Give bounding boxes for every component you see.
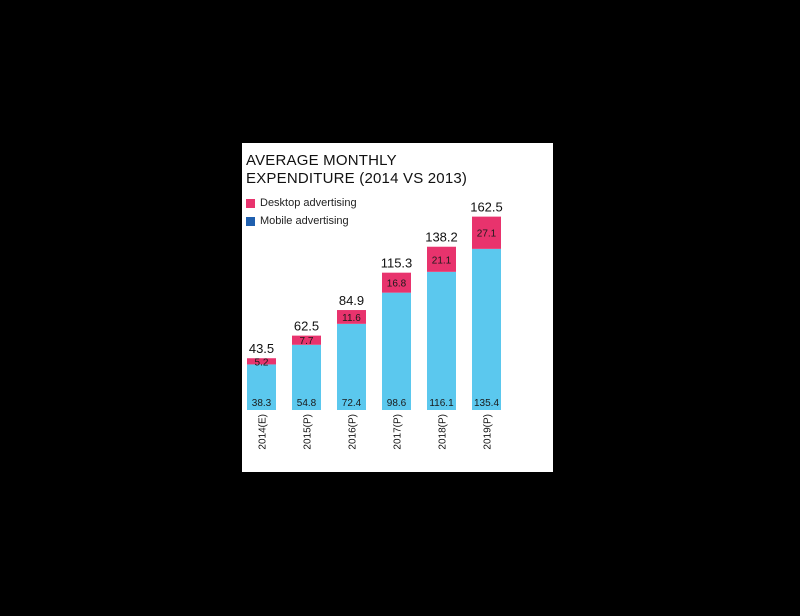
category-label-3: 2017(P)	[393, 414, 404, 450]
label-mobile-1: 54.8	[297, 398, 317, 409]
label-mobile-0: 38.3	[252, 398, 272, 409]
label-mobile-4: 116.1	[429, 398, 454, 409]
label-desktop-5: 27.1	[477, 229, 497, 240]
bar-mobile-1	[292, 344, 321, 410]
legend-label-mobile: Mobile advertising	[260, 215, 349, 227]
chart-card: AVERAGE MONTHLY EXPENDITURE (2014 VS 201…	[242, 143, 553, 472]
label-desktop-3: 16.8	[387, 279, 407, 290]
label-desktop-4: 21.1	[432, 255, 452, 266]
legend-item-mobile: Mobile advertising	[246, 214, 349, 228]
bar-desktop-2	[337, 310, 366, 324]
bar-desktop-0	[247, 358, 276, 365]
bar-desktop-5	[472, 216, 501, 249]
category-label-0: 2014(E)	[258, 414, 269, 450]
category-label-1: 2015(P)	[303, 414, 314, 450]
label-total-3: 115.3	[381, 256, 413, 271]
bar-mobile-2	[337, 323, 366, 410]
label-mobile-2: 72.4	[342, 398, 362, 409]
legend-swatch-desktop	[246, 198, 255, 208]
label-total-1: 62.5	[294, 319, 319, 334]
label-total-0: 43.5	[249, 341, 274, 356]
bar-mobile-0	[247, 364, 276, 410]
label-desktop-2: 11.6	[342, 313, 361, 324]
bar-desktop-1	[292, 335, 321, 345]
label-mobile-3: 98.6	[387, 398, 407, 409]
bar-mobile-3	[382, 292, 411, 410]
label-mobile-5: 135.4	[474, 398, 499, 409]
bar-desktop-3	[382, 272, 411, 293]
label-desktop-0: 5.2	[255, 357, 269, 368]
bar-desktop-4	[427, 246, 456, 272]
legend-swatch-mobile	[246, 216, 255, 226]
category-label-5: 2019(P)	[483, 414, 494, 450]
legend-label-desktop: Desktop advertising	[260, 197, 357, 209]
label-total-4: 138.2	[425, 230, 458, 245]
label-desktop-1: 7.7	[300, 336, 314, 347]
bar-mobile-4	[427, 271, 456, 410]
category-label-2: 2016(P)	[348, 414, 359, 450]
label-total-5: 162.5	[470, 200, 503, 215]
bar-mobile-5	[472, 248, 501, 410]
category-label-4: 2018(P)	[438, 414, 449, 450]
chart-title-line-2: EXPENDITURE (2014 VS 2013)	[246, 170, 468, 187]
label-total-2: 84.9	[339, 293, 364, 308]
legend-item-desktop: Desktop advertising	[246, 196, 357, 210]
chart-title-line-1: AVERAGE MONTHLY	[246, 152, 397, 169]
stacked-bar-chart: 38.3 5.243.5 2014(E) 54.8 7.7 62.5 2015(P) 72.4…	[247, 200, 503, 450]
